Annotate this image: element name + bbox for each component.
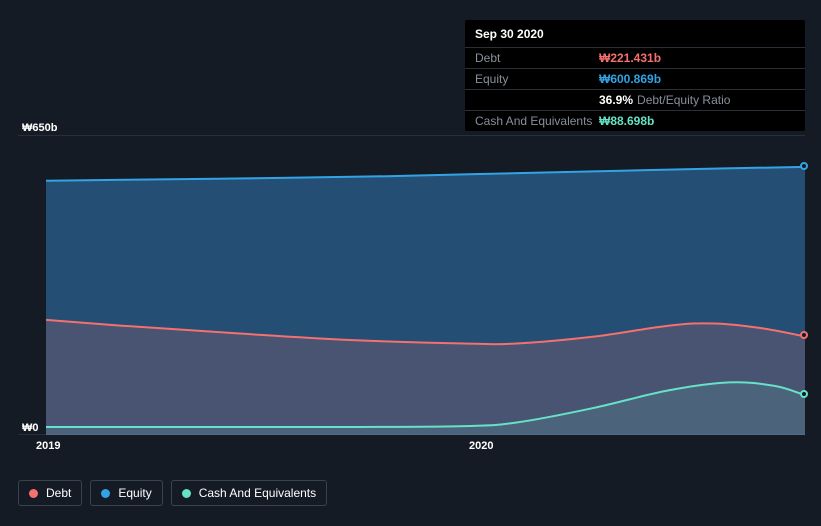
debt-endpoint-marker — [800, 331, 808, 339]
equity-endpoint-marker — [800, 162, 808, 170]
x-axis-label: 2019 — [36, 440, 60, 452]
tooltip-label: Debt — [475, 51, 599, 65]
legend-dot-icon — [29, 489, 38, 498]
legend-label: Cash And Equivalents — [199, 486, 316, 500]
cash-endpoint-marker — [800, 390, 808, 398]
tooltip-label: Cash And Equivalents — [475, 114, 599, 128]
chart-legend: Debt Equity Cash And Equivalents — [18, 480, 327, 506]
legend-item-cash[interactable]: Cash And Equivalents — [171, 480, 327, 506]
legend-item-equity[interactable]: Equity — [90, 480, 162, 506]
chart-tooltip: Sep 30 2020 Debt ₩221.431b Equity ₩600.8… — [465, 20, 805, 131]
tooltip-row-equity: Equity ₩600.869b — [465, 68, 805, 89]
tooltip-value: ₩88.698b — [599, 114, 654, 128]
legend-label: Equity — [118, 486, 151, 500]
tooltip-date: Sep 30 2020 — [465, 20, 805, 47]
y-axis-max-label: ₩650b — [22, 122, 57, 134]
tooltip-label — [475, 93, 599, 107]
tooltip-row-debt: Debt ₩221.431b — [465, 47, 805, 68]
legend-dot-icon — [182, 489, 191, 498]
chart-plot-area[interactable] — [46, 145, 805, 435]
tooltip-row-cash: Cash And Equivalents ₩88.698b — [465, 110, 805, 131]
tooltip-value: ₩600.869b — [599, 72, 661, 86]
tooltip-label: Equity — [475, 72, 599, 86]
x-axis-label: 2020 — [469, 440, 493, 452]
legend-label: Debt — [46, 486, 71, 500]
chart-container: Sep 30 2020 Debt ₩221.431b Equity ₩600.8… — [0, 0, 821, 526]
legend-dot-icon — [101, 489, 110, 498]
legend-item-debt[interactable]: Debt — [18, 480, 82, 506]
tooltip-row-ratio: 36.9%Debt/Equity Ratio — [465, 89, 805, 110]
tooltip-value: ₩221.431b — [599, 51, 661, 65]
tooltip-value: 36.9%Debt/Equity Ratio — [599, 93, 730, 107]
